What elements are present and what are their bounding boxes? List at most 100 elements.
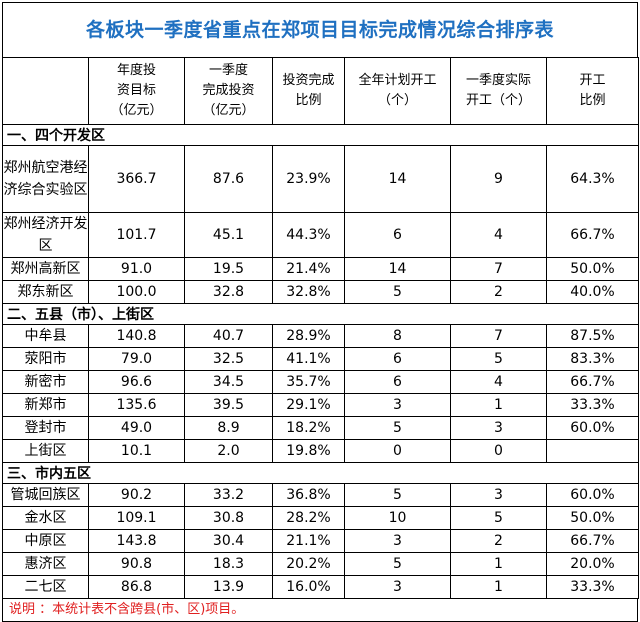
- cell-q1: 33.2: [184, 483, 273, 507]
- cell-start-ratio: 33.3%: [546, 575, 639, 599]
- cell-started: 1: [450, 552, 547, 576]
- cell-started: 2: [450, 529, 547, 553]
- cell-start-ratio: 20.0%: [546, 552, 639, 576]
- region-name: 管城回族区: [2, 483, 89, 507]
- cell-target: 100.0: [88, 280, 185, 304]
- cell-ratio: 29.1%: [272, 393, 345, 417]
- cell-ratio: 18.2%: [272, 416, 345, 440]
- cell-ratio: 36.8%: [272, 483, 345, 507]
- cell-q1: 30.4: [184, 529, 273, 553]
- table-row: 郑州航空港经济综合实验区 366.7 87.6 23.9% 14 9 64.3%: [2, 145, 639, 213]
- cell-plan: 3: [344, 393, 451, 417]
- cell-ratio: 16.0%: [272, 575, 345, 599]
- ranking-table: 年度投 资目标 （亿元） 一季度 完成投资 （亿元） 投资完成 比例 全年计划开工 （…: [2, 57, 639, 599]
- cell-plan: 5: [344, 416, 451, 440]
- cell-target: 135.6: [88, 393, 185, 417]
- section-row: 二、五县（市）、上街区: [2, 303, 639, 325]
- cell-started: 1: [450, 575, 547, 599]
- cell-started: 3: [450, 483, 547, 507]
- cell-q1: 32.8: [184, 280, 273, 304]
- cell-target: 96.6: [88, 370, 185, 394]
- cell-start-ratio: 60.0%: [546, 416, 639, 440]
- cell-started: 9: [450, 145, 547, 213]
- cell-started: 4: [450, 370, 547, 394]
- cell-plan: 5: [344, 280, 451, 304]
- cell-q1: 32.5: [184, 347, 273, 371]
- region-name: 登封市: [2, 416, 89, 440]
- cell-start-ratio: 87.5%: [546, 324, 639, 348]
- cell-start-ratio: 50.0%: [546, 257, 639, 281]
- cell-ratio: 32.8%: [272, 280, 345, 304]
- column-header: [2, 57, 89, 125]
- cell-start-ratio: 66.7%: [546, 212, 639, 258]
- cell-started: 4: [450, 212, 547, 258]
- cell-q1: 34.5: [184, 370, 273, 394]
- region-name: 二七区: [2, 575, 89, 599]
- cell-started: 7: [450, 257, 547, 281]
- section-row: 一、四个开发区: [2, 124, 639, 146]
- cell-plan: 3: [344, 575, 451, 599]
- column-header: 全年计划开工 （个）: [344, 57, 451, 125]
- table-title: 各板块一季度省重点在郑项目目标完成情况综合排序表: [2, 2, 638, 57]
- table-row: 二七区 86.8 13.9 16.0% 3 1 33.3%: [2, 575, 639, 599]
- cell-plan: 6: [344, 212, 451, 258]
- cell-target: 140.8: [88, 324, 185, 348]
- cell-plan: 5: [344, 483, 451, 507]
- table-row: 郑州经济开发区 101.7 45.1 44.3% 6 4 66.7%: [2, 212, 639, 258]
- cell-target: 49.0: [88, 416, 185, 440]
- cell-plan: 6: [344, 370, 451, 394]
- cell-target: 79.0: [88, 347, 185, 371]
- cell-ratio: 23.9%: [272, 145, 345, 213]
- section-label: 三、市内五区: [2, 462, 639, 484]
- cell-started: 1: [450, 393, 547, 417]
- region-name: 新密市: [2, 370, 89, 394]
- cell-target: 109.1: [88, 506, 185, 530]
- cell-q1: 39.5: [184, 393, 273, 417]
- cell-start-ratio: 66.7%: [546, 529, 639, 553]
- cell-ratio: 28.9%: [272, 324, 345, 348]
- table-row: 上街区 10.1 2.0 19.8% 0 0: [2, 439, 639, 463]
- cell-start-ratio: 40.0%: [546, 280, 639, 304]
- table-row: 新密市 96.6 34.5 35.7% 6 4 66.7%: [2, 370, 639, 394]
- table-row: 荥阳市 79.0 32.5 41.1% 6 5 83.3%: [2, 347, 639, 371]
- table-row: 郑东新区 100.0 32.8 32.8% 5 2 40.0%: [2, 280, 639, 304]
- cell-q1: 18.3: [184, 552, 273, 576]
- column-header: 年度投 资目标 （亿元）: [88, 57, 185, 125]
- cell-ratio: 21.4%: [272, 257, 345, 281]
- cell-target: 366.7: [88, 145, 185, 213]
- cell-plan: 14: [344, 145, 451, 213]
- cell-target: 10.1: [88, 439, 185, 463]
- cell-ratio: 19.8%: [272, 439, 345, 463]
- region-name: 中牟县: [2, 324, 89, 348]
- cell-plan: 3: [344, 529, 451, 553]
- cell-plan: 10: [344, 506, 451, 530]
- region-name: 郑州经济开发区: [2, 212, 89, 258]
- cell-started: 5: [450, 506, 547, 530]
- table-row: 新郑市 135.6 39.5 29.1% 3 1 33.3%: [2, 393, 639, 417]
- cell-ratio: 44.3%: [272, 212, 345, 258]
- column-header: 投资完成 比例: [272, 57, 345, 125]
- table-row: 中原区 143.8 30.4 21.1% 3 2 66.7%: [2, 529, 639, 553]
- cell-target: 101.7: [88, 212, 185, 258]
- region-name: 郑东新区: [2, 280, 89, 304]
- table-row: 金水区 109.1 30.8 28.2% 10 5 50.0%: [2, 506, 639, 530]
- cell-plan: 8: [344, 324, 451, 348]
- cell-target: 143.8: [88, 529, 185, 553]
- cell-started: 2: [450, 280, 547, 304]
- cell-q1: 19.5: [184, 257, 273, 281]
- cell-q1: 8.9: [184, 416, 273, 440]
- cell-start-ratio: 66.7%: [546, 370, 639, 394]
- cell-started: 5: [450, 347, 547, 371]
- region-name: 新郑市: [2, 393, 89, 417]
- cell-start-ratio: 60.0%: [546, 483, 639, 507]
- table-row: 惠济区 90.8 18.3 20.2% 5 1 20.0%: [2, 552, 639, 576]
- cell-start-ratio: 64.3%: [546, 145, 639, 213]
- cell-q1: 40.7: [184, 324, 273, 348]
- region-name: 郑州高新区: [2, 257, 89, 281]
- cell-q1: 2.0: [184, 439, 273, 463]
- cell-plan: 0: [344, 439, 451, 463]
- region-name: 中原区: [2, 529, 89, 553]
- cell-q1: 45.1: [184, 212, 273, 258]
- cell-started: 7: [450, 324, 547, 348]
